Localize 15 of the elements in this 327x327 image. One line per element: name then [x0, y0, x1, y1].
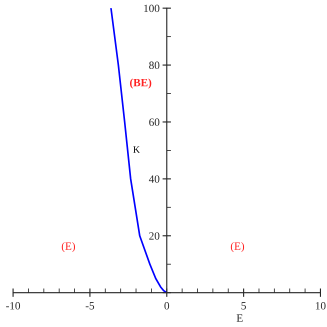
x-tick-label: 10: [316, 302, 326, 310]
x-tick-label: -5: [86, 302, 94, 310]
x-tick-label: 5: [241, 302, 246, 310]
annotation: K: [133, 146, 140, 153]
annotation: (E): [62, 242, 76, 252]
y-tick-label: 100: [144, 4, 160, 12]
x-tick-label: -10: [6, 302, 20, 310]
y-tick-label: 20: [149, 232, 160, 240]
y-tick-label: 60: [149, 118, 160, 126]
x-axis-title: E: [236, 314, 243, 322]
annotation: (BE): [130, 78, 152, 89]
annotation: (E): [230, 242, 244, 252]
x-tick-label: 0: [164, 302, 170, 310]
y-tick-label: 40: [148, 175, 160, 183]
y-tick-label: 80: [149, 62, 160, 70]
